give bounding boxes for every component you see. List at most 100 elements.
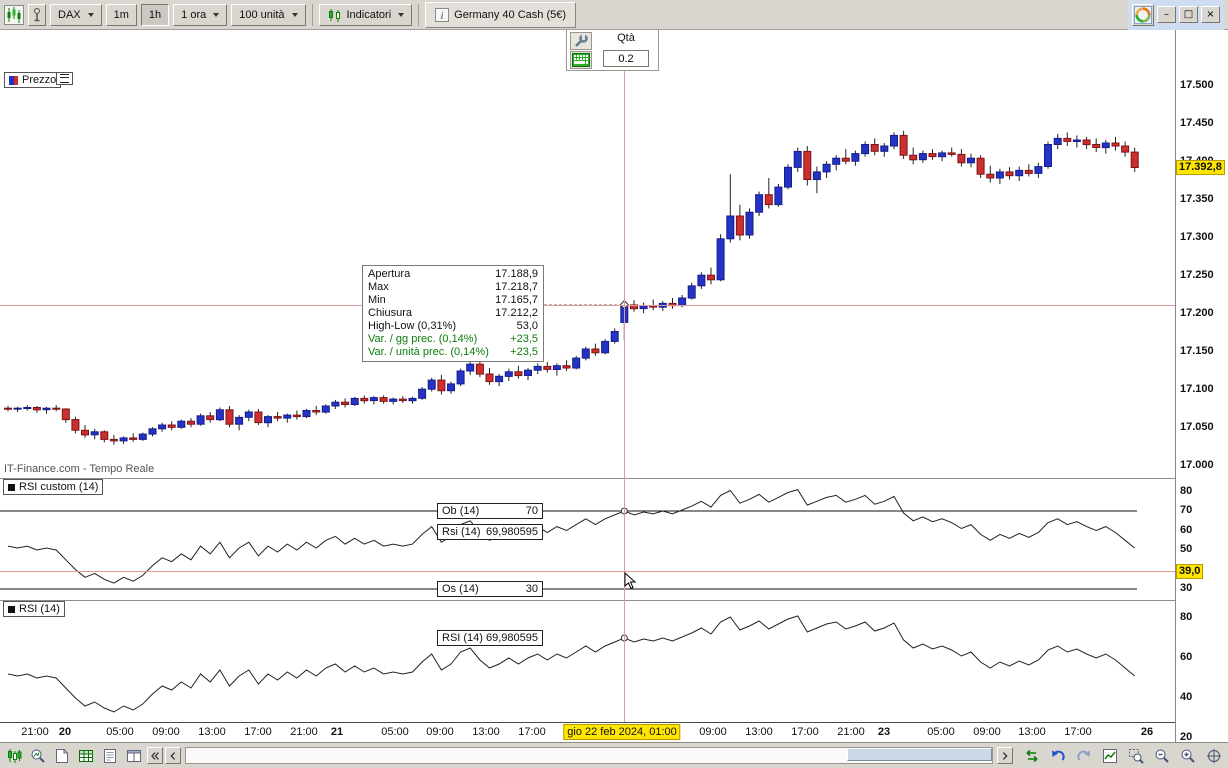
indicators-button[interactable]: Indicatori [318, 3, 413, 26]
tooltip-row: Max 17.218,7 [368, 281, 538, 294]
panel-separator[interactable] [0, 478, 1228, 479]
close-button[interactable]: × [1201, 6, 1220, 23]
rsi-legend[interactable]: RSI (14) [3, 601, 65, 617]
top-toolbar: DAX 1m 1h 1 ora 100 unità Indicatori i G… [0, 0, 1228, 30]
candlestick-chart-icon[interactable] [3, 746, 25, 766]
svg-text:i: i [441, 11, 444, 22]
tooltip-label: Min [368, 294, 386, 306]
time-axis-label: 09:00 [699, 726, 727, 738]
order-keypad-button[interactable] [569, 50, 592, 69]
minimize-button[interactable]: – [1157, 6, 1176, 23]
time-axis-label: 17:00 [244, 726, 272, 738]
instrument-tab[interactable]: i Germany 40 Cash (5€) [425, 1, 577, 28]
rsi-custom-chart-canvas[interactable] [0, 478, 1175, 603]
price-axis-label: 17.150 [1180, 345, 1214, 357]
scroll-right-icon [999, 750, 1011, 762]
connection-status-icon [1134, 5, 1152, 24]
rsi-custom-value-box-value: 69,980595 [486, 526, 538, 538]
time-axis-label: 26 [1140, 726, 1154, 738]
scroll-right-button[interactable] [997, 747, 1013, 764]
tooltip-row: Var. / unità prec. (0,14%) +23,5 [368, 346, 538, 359]
scrollbar-thumb[interactable] [847, 748, 992, 761]
instrument-tab-label: Germany 40 Cash (5€) [454, 8, 567, 21]
price-axis-label: 17.250 [1180, 269, 1214, 281]
rsi-custom-legend-label: RSI custom (14) [19, 481, 99, 493]
data-feed-watermark: IT-Finance.com - Tempo Reale [4, 463, 155, 475]
new-page-icon[interactable] [51, 746, 73, 766]
timeframe-1m-button[interactable]: 1m [105, 3, 137, 26]
rsi-value-box-value: 69,980595 [486, 632, 538, 644]
toolbar-separator [311, 3, 313, 26]
price-legend[interactable]: Prezzo [4, 72, 62, 88]
period-select-button[interactable]: 1 ora [173, 3, 228, 26]
mouse-cursor-icon [624, 571, 637, 593]
tooltip-row: High-Low (0,31%) 53,0 [368, 320, 538, 333]
overbought-level-box[interactable]: Ob (14) 70 [437, 503, 543, 519]
rsi-custom-axis-label: 80 [1180, 484, 1193, 497]
period-label: 1 ora [181, 8, 207, 21]
price-axis-label: 17.050 [1180, 421, 1214, 433]
units-select-button[interactable]: 100 unità [231, 3, 306, 26]
zoom-in-icon[interactable] [1177, 746, 1199, 766]
split-window-icon[interactable] [123, 746, 145, 766]
maximize-button[interactable]: □ [1179, 6, 1198, 23]
price-axis-label: 17.450 [1180, 117, 1214, 129]
tooltip-label: High-Low (0,31%) [368, 320, 457, 332]
tooltip-label: Chiusura [368, 307, 413, 319]
crosshair-vertical-line [624, 70, 625, 722]
tooltip-row: Chiusura 17.212,2 [368, 307, 538, 320]
rsi-chart-canvas[interactable] [0, 600, 1175, 725]
rsi-custom-legend[interactable]: RSI custom (14) [3, 479, 104, 495]
oversold-level-box[interactable]: Os (14) 30 [437, 581, 543, 597]
time-axis-label: 09:00 [152, 726, 180, 738]
time-axis-label: 13:00 [745, 726, 773, 738]
value-axis-column[interactable] [1175, 30, 1228, 742]
swap-arrows-icon[interactable] [1021, 746, 1043, 766]
order-settings-button[interactable] [569, 31, 592, 50]
caret-down-icon [213, 12, 220, 17]
symbol-select-button[interactable]: DAX [50, 3, 102, 26]
rsi-custom-value-box[interactable]: Rsi (14) 69,980595 [437, 524, 543, 540]
price-axis-label: 17.000 [1180, 459, 1214, 471]
quantity-input[interactable] [603, 50, 649, 67]
zoom-out-icon[interactable] [1151, 746, 1173, 766]
table-icon[interactable] [75, 746, 97, 766]
price-series-icon [9, 75, 18, 85]
connection-status-button[interactable] [1132, 3, 1154, 26]
window-controls: – □ × [1128, 0, 1224, 30]
redo-icon[interactable] [1073, 746, 1095, 766]
scroll-left-icon [167, 750, 179, 762]
toolbar-separator [418, 3, 420, 26]
tooltip-label: Apertura [368, 268, 411, 280]
price-chart-canvas[interactable] [0, 30, 1175, 481]
tooltip-label: Var. / gg prec. (0,14%) [368, 333, 478, 345]
zoom-box-icon[interactable] [1125, 746, 1147, 766]
keyboard-icon [571, 52, 590, 67]
notes-icon[interactable] [99, 746, 121, 766]
mini-candles-icon [327, 7, 343, 23]
price-axis-label: 17.200 [1180, 307, 1214, 319]
time-scrollbar[interactable] [185, 747, 993, 764]
rsi-value-box[interactable]: RSI (14) 69,980595 [437, 630, 543, 646]
time-axis-label: 13:00 [472, 726, 500, 738]
crosshair-plus-icon[interactable] [1203, 746, 1225, 766]
scroll-left-button[interactable] [165, 747, 181, 764]
price-axis-label: 17.300 [1180, 231, 1214, 243]
link-symbol-button[interactable] [28, 3, 46, 26]
scroll-start-button[interactable] [147, 747, 163, 764]
timeframe-1h-button[interactable]: 1h [140, 3, 170, 26]
rsi-series-icon [8, 605, 15, 613]
rsi-value-box-label: RSI (14) [442, 632, 483, 644]
undo-icon[interactable] [1047, 746, 1069, 766]
chart-plus-icon[interactable] [1099, 746, 1121, 766]
time-axis-label: 17:00 [791, 726, 819, 738]
zoom-chart-icon[interactable] [27, 746, 49, 766]
overbought-level-box-value: 70 [525, 505, 538, 517]
panel-separator[interactable] [0, 600, 1228, 601]
time-axis-label: 05:00 [927, 726, 955, 738]
tooltip-row: Apertura 17.188,9 [368, 268, 538, 281]
symbol-label: DAX [58, 8, 81, 21]
price-legend-menu-button[interactable] [56, 72, 73, 85]
tooltip-value: 17.188,9 [495, 268, 538, 280]
units-label: 100 unità [239, 8, 285, 21]
